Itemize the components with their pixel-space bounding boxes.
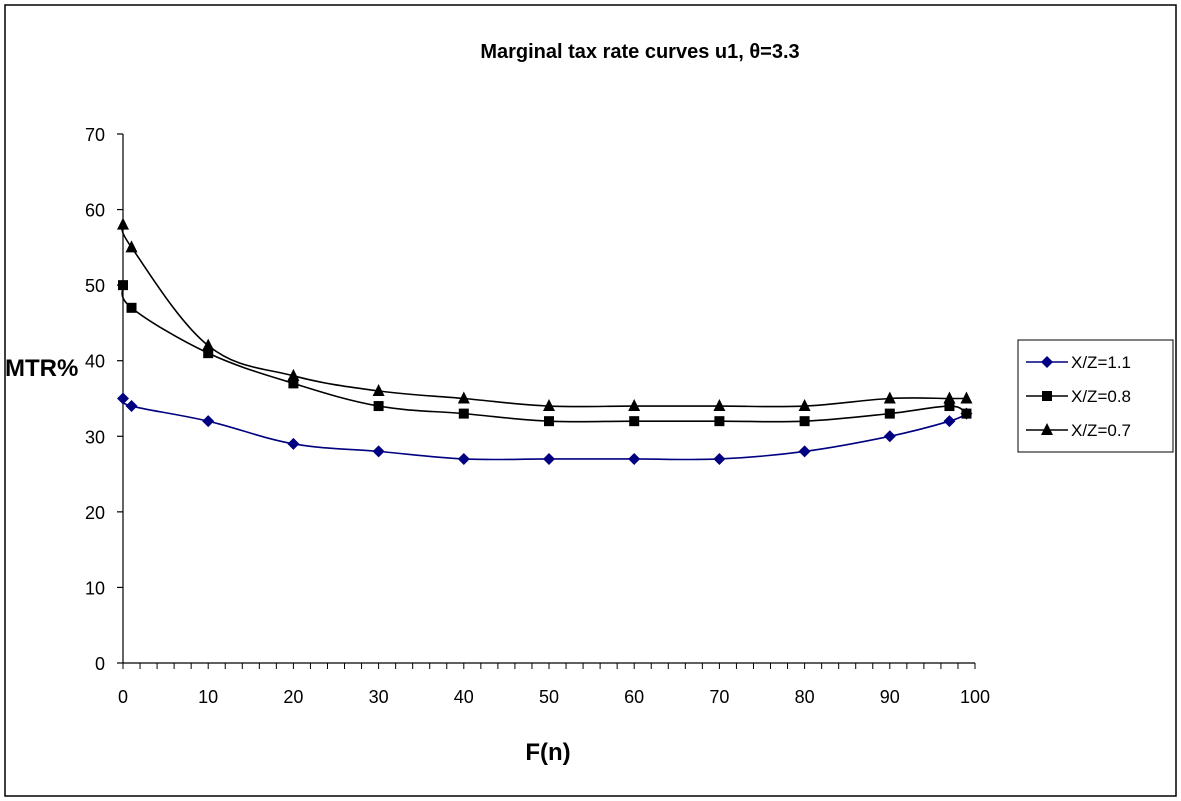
data-point-triangle	[960, 391, 973, 404]
legend-label: X/Z=0.8	[1071, 387, 1131, 406]
data-point-square	[458, 408, 469, 419]
x-tick-label: 90	[880, 687, 900, 707]
chart-title: Marginal tax rate curves u1, θ=3.3	[480, 41, 799, 63]
x-tick-label: 10	[198, 687, 218, 707]
data-point-square	[884, 408, 895, 419]
legend: X/Z=1.1 X/Z=0.8 X/Z=0.7	[1017, 339, 1174, 453]
data-point-triangle	[883, 391, 896, 404]
data-point-triangle	[713, 399, 726, 412]
data-point-square	[288, 378, 299, 389]
y-tick-label: 60	[85, 201, 105, 221]
data-point-triangle	[372, 383, 385, 396]
data-point-square	[799, 416, 810, 427]
plot-area: 0 10 20 30 40 50 60 70 0 10 20 30 40 50 60 70 80 90 100	[85, 125, 990, 707]
data-point-square	[961, 408, 972, 419]
data-point-triangle	[287, 368, 300, 381]
x-tick-label: 20	[283, 687, 303, 707]
x-tick-label: 80	[795, 687, 815, 707]
data-point-square	[373, 401, 384, 412]
data-point-diamond	[202, 415, 215, 428]
y-tick-label: 0	[95, 654, 105, 674]
y-tick-label: 20	[85, 503, 105, 523]
x-tick-label: 50	[539, 687, 559, 707]
data-point-square	[203, 348, 214, 359]
data-point-square	[544, 416, 554, 427]
x-tick-label: 70	[709, 687, 729, 707]
data-point-triangle	[798, 399, 811, 412]
data-point-square	[629, 416, 640, 427]
data-point-diamond	[798, 445, 811, 458]
y-tick-label: 70	[85, 125, 105, 145]
chart-border	[4, 4, 1177, 797]
legend-marker-square	[1042, 391, 1052, 401]
legend-label: X/Z=1.1	[1071, 353, 1131, 372]
data-point-triangle	[943, 391, 956, 404]
data-point-square	[714, 416, 725, 427]
data-point-square	[126, 302, 137, 313]
x-tick-label: 40	[454, 687, 474, 707]
data-point-square	[944, 401, 955, 412]
data-point-triangle	[543, 399, 555, 412]
data-point-diamond	[713, 452, 726, 465]
y-axis-title: MTR%	[5, 355, 78, 382]
y-tick-label: 30	[85, 427, 105, 447]
x-tick-label: 0	[118, 687, 128, 707]
legend-marker-diamond	[1041, 356, 1053, 368]
x-tick-label: 60	[624, 687, 644, 707]
data-point-diamond	[287, 437, 300, 450]
x-tick-label: 100	[960, 687, 990, 707]
legend-label: X/Z=0.7	[1071, 421, 1131, 440]
data-point-triangle	[125, 240, 138, 253]
data-point-diamond	[125, 400, 138, 413]
data-point-triangle	[628, 399, 641, 412]
data-point-diamond	[943, 415, 956, 428]
y-tick-label: 10	[85, 578, 105, 598]
data-point-square	[118, 280, 128, 291]
data-point-diamond	[628, 452, 641, 465]
data-point-diamond	[457, 452, 470, 465]
x-tick-label: 30	[369, 687, 389, 707]
data-point-diamond	[543, 452, 555, 465]
legend-marker-triangle	[1041, 423, 1053, 435]
data-point-triangle	[117, 217, 129, 230]
data-point-diamond	[372, 445, 385, 458]
data-point-diamond	[117, 392, 129, 405]
x-axis-title: F(n)	[525, 739, 570, 766]
y-tick-label: 40	[85, 352, 105, 372]
data-point-triangle	[202, 338, 215, 351]
data-point-triangle	[457, 391, 470, 404]
data-point-diamond	[883, 430, 896, 443]
y-tick-label: 50	[85, 276, 105, 296]
